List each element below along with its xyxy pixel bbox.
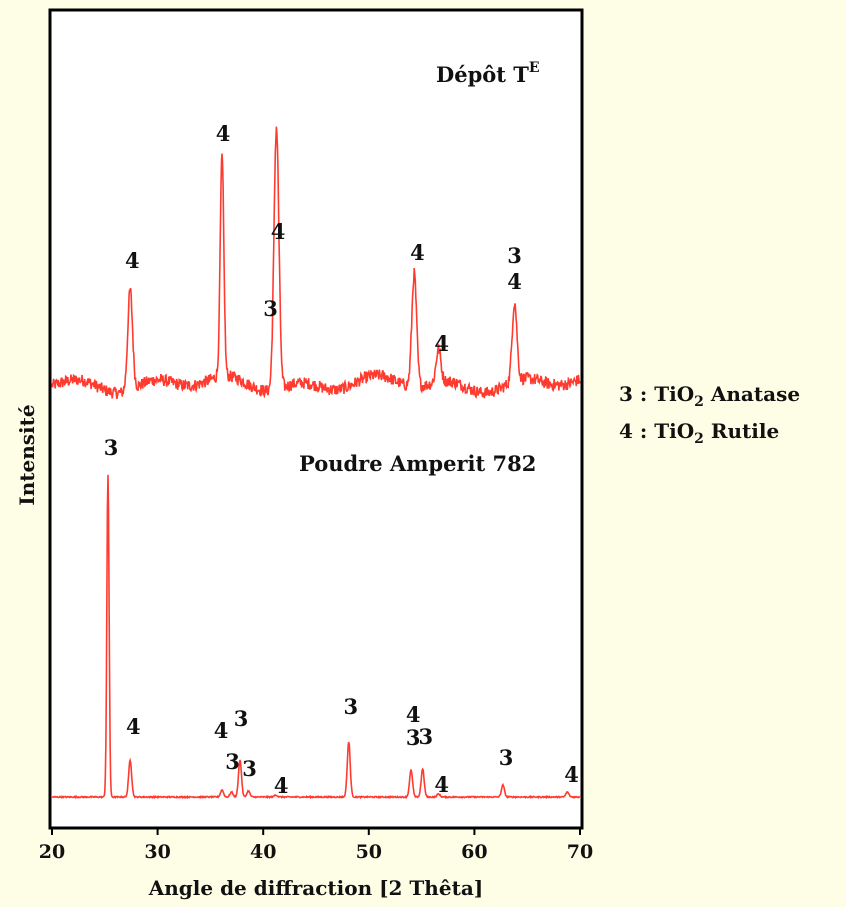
- x-tick-label: 60: [461, 841, 487, 863]
- legend-item-anatase: 3 : TiO2 Anatase: [619, 382, 800, 410]
- peak-label: 4: [271, 219, 286, 244]
- peak-label: 4: [125, 248, 140, 273]
- peak-label: 4: [434, 331, 449, 356]
- x-tick-label: 20: [39, 841, 65, 863]
- x-axis-title: Angle de diffraction [2 Thêta]: [148, 876, 484, 900]
- peak-label: 4: [274, 773, 289, 798]
- peak-label: 4: [216, 121, 231, 146]
- peak-label: 3: [507, 243, 522, 268]
- peak-label: 3: [242, 756, 257, 781]
- peak-label: 3: [104, 435, 119, 460]
- trace-line-depot: [51, 126, 581, 400]
- peak-label: 3: [406, 725, 421, 750]
- peak-label: 3: [343, 694, 358, 719]
- trace-line-poudre: [51, 474, 581, 800]
- peak-label: 3: [499, 745, 514, 770]
- x-tick-label: 70: [567, 841, 593, 863]
- legend: 3 : TiO2 Anatase 4 : TiO2 Rutile: [619, 382, 800, 447]
- peak-label: 4: [214, 718, 229, 743]
- x-tick-label: 50: [356, 841, 382, 863]
- peak-label: 4: [126, 714, 141, 739]
- peak-label: 3: [418, 724, 433, 749]
- y-axis-title: Intensité: [15, 404, 39, 505]
- trace-name-superscript: E: [529, 60, 540, 76]
- peak-label: 4: [410, 240, 425, 265]
- traces: [51, 126, 581, 800]
- x-axis: 20 30 40 50 60 70: [39, 828, 593, 863]
- legend-item-rutile: 4 : TiO2 Rutile: [619, 419, 779, 447]
- x-tick-label: 40: [250, 841, 276, 863]
- x-tick-label: 30: [144, 841, 170, 863]
- peak-label: 4: [434, 772, 449, 797]
- trace-name-depot: Dépôt TE: [436, 60, 540, 87]
- peak-label: 4: [564, 762, 579, 787]
- peak-label: 4: [406, 702, 421, 727]
- peak-label: 3: [263, 296, 278, 321]
- trace-name-poudre: Poudre Amperit 782: [299, 451, 536, 476]
- peak-label: 3: [225, 749, 240, 774]
- plot-frame: [48, 8, 584, 830]
- peak-label: 4: [507, 269, 522, 294]
- peak-label: 3: [234, 706, 249, 731]
